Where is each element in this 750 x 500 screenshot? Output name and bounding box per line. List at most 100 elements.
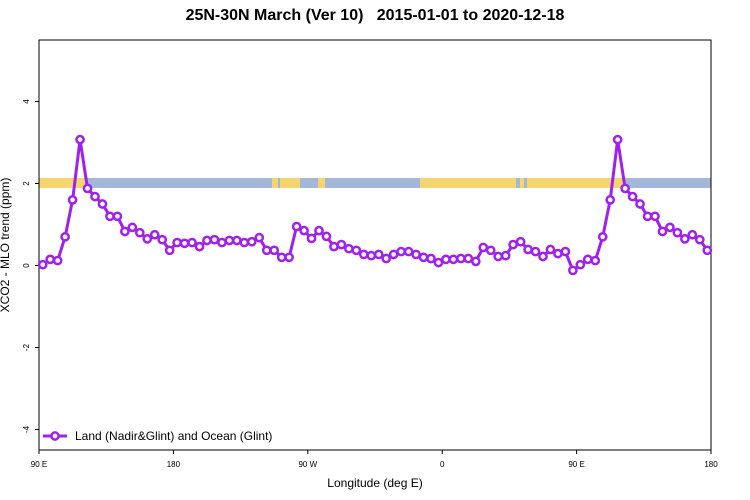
data-point xyxy=(418,252,429,263)
data-point xyxy=(665,222,675,233)
x-tick-label: 180 xyxy=(704,460,718,469)
data-point xyxy=(545,244,556,255)
data-point xyxy=(366,250,377,261)
data-point xyxy=(358,249,369,260)
land-band xyxy=(520,178,524,188)
x-tick-label: 90 W xyxy=(298,460,317,469)
data-point xyxy=(82,183,93,194)
data-point xyxy=(127,222,138,233)
data-point xyxy=(523,244,533,255)
y-tick-label: -2 xyxy=(22,343,31,351)
data-point xyxy=(590,255,601,266)
data-point xyxy=(120,226,130,237)
data-point xyxy=(276,252,287,263)
land-band xyxy=(318,178,325,188)
data-point xyxy=(261,245,272,256)
data-point xyxy=(650,211,660,222)
data-point xyxy=(463,253,474,264)
data-point xyxy=(657,226,668,237)
data-point xyxy=(246,236,257,247)
data-point xyxy=(224,235,235,246)
data-point xyxy=(553,248,563,259)
y-tick-label: 4 xyxy=(22,99,31,104)
data-point xyxy=(560,246,571,257)
data-point xyxy=(194,241,205,252)
data-point xyxy=(284,252,294,263)
data-point xyxy=(568,265,578,276)
y-tick-label: -4 xyxy=(22,425,31,433)
data-point xyxy=(635,199,645,209)
data-point xyxy=(508,239,518,250)
data-point xyxy=(373,249,384,260)
data-point xyxy=(620,183,630,194)
data-point xyxy=(291,221,302,232)
data-point xyxy=(627,191,638,202)
data-point xyxy=(351,245,362,256)
legend-text: Land (Nadir&Glint) and Ocean (Glint) xyxy=(75,429,272,443)
data-point xyxy=(403,246,414,257)
data-point xyxy=(433,257,444,268)
plot-frame xyxy=(38,39,712,451)
data-point xyxy=(582,254,593,265)
land-band xyxy=(420,178,516,188)
data-point xyxy=(702,245,713,256)
data-point xyxy=(612,134,623,145)
data-point xyxy=(470,256,481,267)
data-point xyxy=(209,234,220,245)
y-tick-label: 0 xyxy=(22,263,31,268)
data-point xyxy=(112,211,123,222)
data-point xyxy=(456,253,466,264)
data-point xyxy=(485,245,496,256)
data-point xyxy=(381,253,392,264)
data-point xyxy=(396,246,406,257)
data-point xyxy=(441,254,451,265)
data-point xyxy=(336,239,347,250)
land-band xyxy=(280,178,300,188)
data-point xyxy=(500,250,511,261)
data-point xyxy=(232,235,242,246)
data-point xyxy=(157,234,168,245)
land-band xyxy=(39,178,87,188)
data-point xyxy=(538,251,548,262)
data-point xyxy=(448,254,459,265)
data-point xyxy=(97,199,108,209)
y-tick-label: 2 xyxy=(22,181,31,186)
x-tick-label: 90 E xyxy=(31,460,47,469)
data-point xyxy=(575,259,586,270)
data-point xyxy=(134,227,145,238)
data-point xyxy=(105,211,115,222)
data-point xyxy=(164,245,175,256)
data-point xyxy=(45,254,56,265)
data-point xyxy=(478,242,489,253)
x-axis-label: Longitude (deg E) xyxy=(327,476,422,490)
land-band xyxy=(527,178,625,188)
data-point xyxy=(687,229,698,240)
data-point xyxy=(426,253,436,264)
data-point xyxy=(202,235,212,246)
data-point xyxy=(388,249,399,260)
data-point xyxy=(680,234,690,244)
data-point xyxy=(187,237,197,248)
data-point xyxy=(493,251,504,262)
chart-title: 25N-30N March (Ver 10) 2015-01-01 to 202… xyxy=(186,7,565,24)
data-point xyxy=(321,231,332,242)
data-point xyxy=(52,255,63,266)
data-point xyxy=(515,236,526,247)
legend-marker xyxy=(50,431,60,441)
data-point xyxy=(269,245,280,256)
data-point xyxy=(672,227,683,238)
data-point xyxy=(90,191,100,202)
data-point xyxy=(605,195,616,205)
data-point xyxy=(60,231,70,242)
data-point xyxy=(149,229,160,240)
data-point xyxy=(306,233,317,244)
land-ocean-band xyxy=(39,178,711,188)
data-point xyxy=(75,134,85,145)
land-band xyxy=(272,178,278,188)
data-point xyxy=(217,237,227,248)
data-point xyxy=(239,237,250,248)
data-point xyxy=(299,225,309,236)
data-point xyxy=(172,237,182,248)
